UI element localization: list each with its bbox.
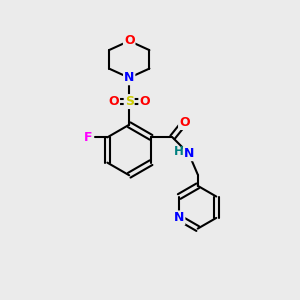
Text: S: S (125, 95, 134, 108)
Text: N: N (124, 71, 134, 84)
Text: O: O (139, 95, 150, 108)
Text: H: H (173, 145, 183, 158)
Text: O: O (108, 95, 119, 108)
Text: N: N (174, 212, 184, 224)
Text: O: O (179, 116, 190, 129)
Text: O: O (124, 34, 134, 47)
Text: N: N (184, 147, 194, 160)
Text: F: F (84, 131, 92, 144)
